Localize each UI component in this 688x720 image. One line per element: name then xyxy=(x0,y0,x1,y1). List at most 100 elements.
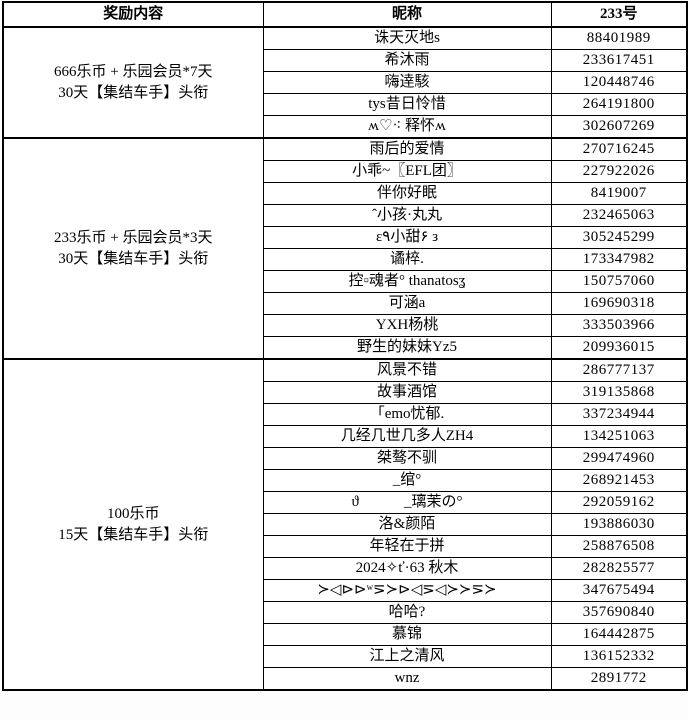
table-row: 100乐币 15天【集结车手】头衔 风景不错 286777137 xyxy=(2,358,688,691)
nickname-cell: 慕锦 xyxy=(262,623,552,646)
table-row: 233乐币 + 乐园会员*3天 30天【集结车手】头衔 雨后的爱情 270716245 xyxy=(2,137,688,360)
number-cell: 232465063 xyxy=(550,204,688,227)
nickname-cell: ˆ小孩·丸丸 xyxy=(262,204,552,227)
reward-cell: 100乐币 15天【集结车手】头衔 xyxy=(2,358,264,691)
header-233-number: 233号 xyxy=(550,1,688,28)
nickname-cell: 可涵a xyxy=(262,292,552,315)
table-body: 666乐币 + 乐园会员*7天 30天【集结车手】头衔 诛天灭地s 88401989 希… xyxy=(2,26,688,691)
number-cell: 333503966 xyxy=(550,314,688,337)
number-cell: 264191800 xyxy=(550,93,688,116)
number-cell: 305245299 xyxy=(550,226,688,249)
nickname-cell: 风景不错 xyxy=(262,358,552,382)
table-row: 江上之清风 136152332 xyxy=(3,645,688,668)
nickname-cell: ε٩小甜۶ з xyxy=(262,226,552,249)
table-row: 洛&颜陌 193886030 xyxy=(3,513,688,536)
reward-cell: 233乐币 + 乐园会员*3天 30天【集结车手】头衔 xyxy=(2,137,264,360)
nickname-cell: 希沐雨 xyxy=(262,49,552,72)
table-row: 慕锦 164442875 xyxy=(3,623,688,646)
number-cell: 258876508 xyxy=(550,535,688,558)
number-cell: 286777137 xyxy=(550,358,688,382)
number-cell: 357690840 xyxy=(550,601,688,624)
table-row: 故事酒馆 319135868 xyxy=(3,381,688,404)
nickname-cell: ϑ _璃茉の° xyxy=(262,491,552,514)
nickname-cell: 故事酒馆 xyxy=(262,381,552,404)
table-row: _绾° 268921453 xyxy=(3,469,688,492)
nickname-cell: 诛天灭地s xyxy=(262,26,552,50)
table-row: 「emo忧郁. 337234944 xyxy=(3,403,688,426)
number-cell: 292059162 xyxy=(550,491,688,514)
table-row: 几经几世几多人ZH4 134251063 xyxy=(3,425,688,448)
nickname-cell: 年轻在于拼 xyxy=(262,535,552,558)
table-row: ≻◁⊳⊳ʷ⋝≻⊳◁⋝◁≻≻⋝≻ 347675494 xyxy=(3,579,688,602)
nickname-cell: 野生的妹妹Yz5 xyxy=(262,336,552,360)
reward-cell: 666乐币 + 乐园会员*7天 30天【集结车手】头衔 xyxy=(2,26,264,139)
table-row: 666乐币 + 乐园会员*7天 30天【集结车手】头衔 诛天灭地s 88401989 xyxy=(2,26,688,139)
nickname-cell: wnz xyxy=(262,667,552,691)
number-cell: 337234944 xyxy=(550,403,688,426)
table-row: 小乖~〖EFL团〗 227922026 xyxy=(3,160,688,183)
number-cell: 227922026 xyxy=(550,160,688,183)
number-cell: 173347982 xyxy=(550,248,688,271)
table-row: ε٩小甜۶ з 305245299 xyxy=(3,226,688,249)
table-row: 谲椊. 173347982 xyxy=(3,248,688,271)
table-row: 桀骜不驯 299474960 xyxy=(3,447,688,470)
table-row: tys昔日怜惜 264191800 xyxy=(3,93,688,116)
reward-line: 15天【集结车手】头衔 xyxy=(58,526,209,543)
reward-line: 30天【集结车手】头衔 xyxy=(58,250,209,267)
number-cell: 134251063 xyxy=(550,425,688,448)
number-cell: 136152332 xyxy=(550,645,688,668)
number-cell: 302607269 xyxy=(550,115,688,139)
table-row: YXH杨桃 333503966 xyxy=(3,314,688,337)
table-row: 哈哈? 357690840 xyxy=(3,601,688,624)
header-nickname: 昵称 xyxy=(262,1,552,28)
number-cell: 299474960 xyxy=(550,447,688,470)
nickname-cell: YXH杨桃 xyxy=(262,314,552,337)
nickname-cell: tys昔日怜惜 xyxy=(262,93,552,116)
nickname-cell: 哈哈? xyxy=(262,601,552,624)
reward-line: 233乐币 + 乐园会员*3天 xyxy=(54,230,213,247)
reward-line: 30天【集结车手】头衔 xyxy=(58,84,209,101)
nickname-cell: 洛&颜陌 xyxy=(262,513,552,536)
number-cell: 193886030 xyxy=(550,513,688,536)
number-cell: 268921453 xyxy=(550,469,688,492)
nickname-cell: _绾° xyxy=(262,469,552,492)
table-row: 年轻在于拼 258876508 xyxy=(3,535,688,558)
nickname-cell: ≻◁⊳⊳ʷ⋝≻⊳◁⋝◁≻≻⋝≻ xyxy=(262,579,552,602)
reward-line: 100乐币 xyxy=(106,506,160,523)
table-header: 奖励内容 昵称 233号 xyxy=(2,1,688,28)
nickname-cell: 2024✧ť·63 秋木 xyxy=(262,557,552,580)
header-reward-content: 奖励内容 xyxy=(2,1,264,28)
number-cell: 120448746 xyxy=(550,71,688,94)
number-cell: 270716245 xyxy=(550,137,688,161)
header-row: 奖励内容 昵称 233号 xyxy=(2,1,688,28)
nickname-cell: 几经几世几多人ZH4 xyxy=(262,425,552,448)
number-cell: 233617451 xyxy=(550,49,688,72)
number-cell: 150757060 xyxy=(550,270,688,293)
number-cell: 169690318 xyxy=(550,292,688,315)
table-row: ϑ _璃茉の° 292059162 xyxy=(3,491,688,514)
number-cell: 8419007 xyxy=(550,182,688,205)
nickname-cell: 伴你好眠 xyxy=(262,182,552,205)
nickname-cell: ʍ♡⁖ 释怀ʍ xyxy=(262,115,552,139)
nickname-cell: 江上之清风 xyxy=(262,645,552,668)
table-row: ˆ小孩·丸丸 232465063 xyxy=(3,204,688,227)
reward-line: 666乐币 + 乐园会员*7天 xyxy=(54,64,213,81)
number-cell: 347675494 xyxy=(550,579,688,602)
table-row: 野生的妹妹Yz5 209936015 xyxy=(3,336,688,360)
nickname-cell: 「emo忧郁. xyxy=(262,403,552,426)
reward-table: 奖励内容 昵称 233号 666乐币 + 乐园会员*7天 30天【集结车手】头衔 诛… xyxy=(2,1,688,691)
table-row: 控▫魂者° thanatosʓ 150757060 xyxy=(3,270,688,293)
number-cell: 164442875 xyxy=(550,623,688,646)
nickname-cell: 谲椊. xyxy=(262,248,552,271)
number-cell: 209936015 xyxy=(550,336,688,360)
number-cell: 319135868 xyxy=(550,381,688,404)
number-cell: 2891772 xyxy=(550,667,688,691)
number-cell: 282825577 xyxy=(550,557,688,580)
nickname-cell: 小乖~〖EFL团〗 xyxy=(262,160,552,183)
table-row: wnz 2891772 xyxy=(3,667,688,691)
nickname-cell: 雨后的爱情 xyxy=(262,137,552,161)
nickname-cell: 嗨逹駭 xyxy=(262,71,552,94)
nickname-cell: 控▫魂者° thanatosʓ xyxy=(262,270,552,293)
number-cell: 88401989 xyxy=(550,26,688,50)
nickname-cell: 桀骜不驯 xyxy=(262,447,552,470)
